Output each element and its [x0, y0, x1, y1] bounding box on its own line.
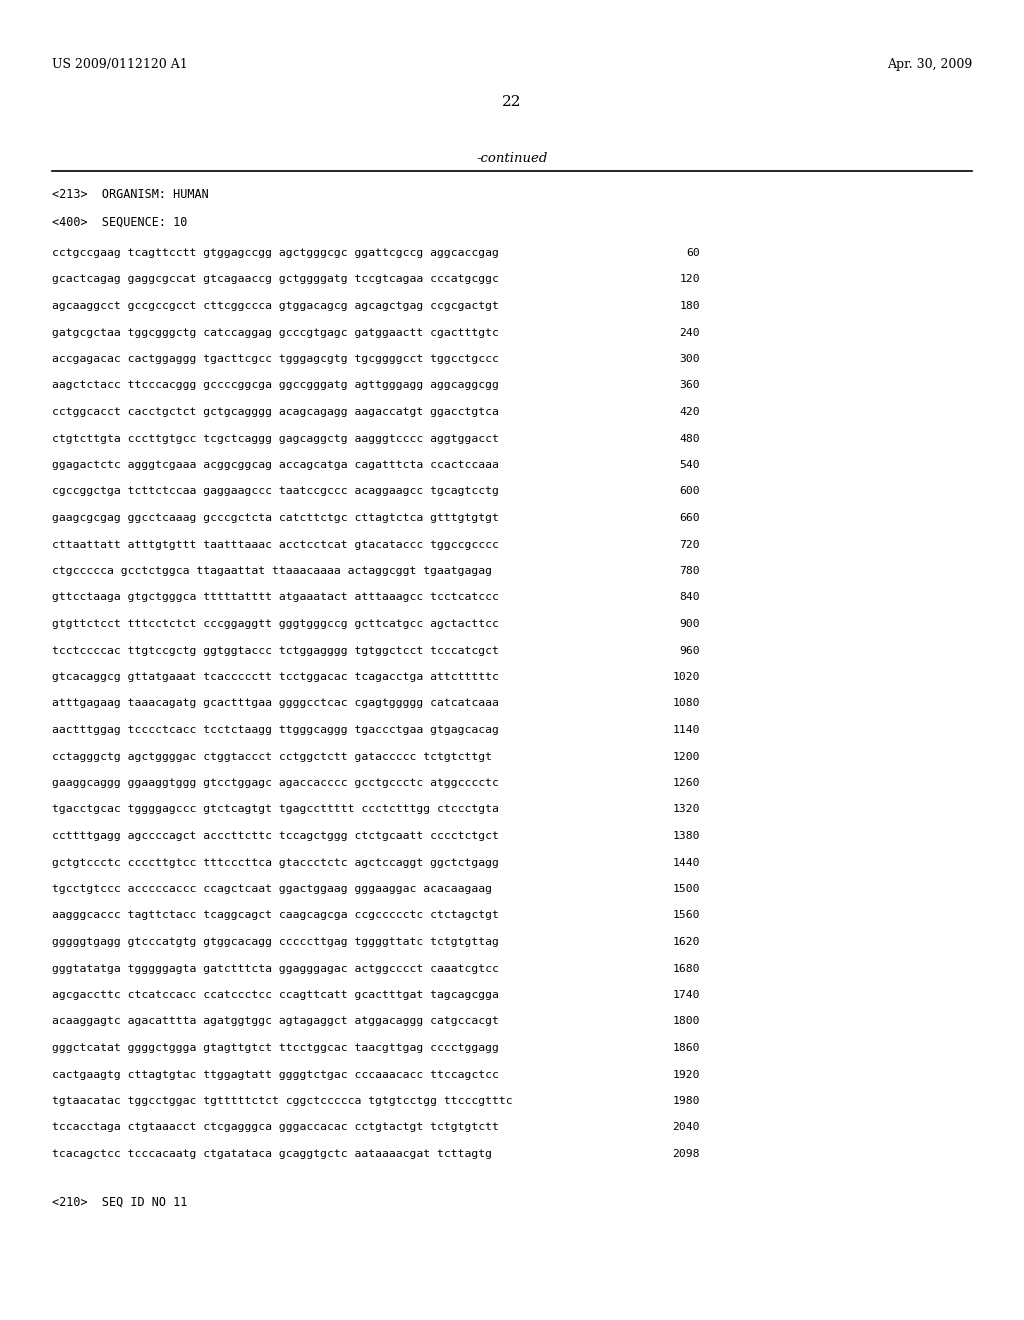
Text: agcgaccttc ctcatccacc ccatccctcc ccagttcatt gcactttgat tagcagcgga: agcgaccttc ctcatccacc ccatccctcc ccagttc… — [52, 990, 499, 1001]
Text: 1620: 1620 — [673, 937, 700, 946]
Text: 840: 840 — [679, 593, 700, 602]
Text: cttaattatt atttgtgttt taatttaaac acctcctcat gtacataccc tggccgcccc: cttaattatt atttgtgttt taatttaaac acctcct… — [52, 540, 499, 549]
Text: 120: 120 — [679, 275, 700, 285]
Text: cctgccgaag tcagttcctt gtggagccgg agctgggcgc ggattcgccg aggcaccgag: cctgccgaag tcagttcctt gtggagccgg agctggg… — [52, 248, 499, 257]
Text: 22: 22 — [502, 95, 522, 110]
Text: aactttggag tcccctcacc tcctctaagg ttgggcaggg tgaccctgaa gtgagcacag: aactttggag tcccctcacc tcctctaagg ttgggca… — [52, 725, 499, 735]
Text: <213>  ORGANISM: HUMAN: <213> ORGANISM: HUMAN — [52, 187, 209, 201]
Text: gctgtccctc ccccttgtcc tttcccttca gtaccctctc agctccaggt ggctctgagg: gctgtccctc ccccttgtcc tttcccttca gtaccct… — [52, 858, 499, 867]
Text: agcaaggcct gccgccgcct cttcggccca gtggacagcg agcagctgag ccgcgactgt: agcaaggcct gccgccgcct cttcggccca gtggaca… — [52, 301, 499, 312]
Text: gggtatatga tgggggagta gatctttcta ggagggagac actggcccct caaatcgtcc: gggtatatga tgggggagta gatctttcta ggaggga… — [52, 964, 499, 974]
Text: 1500: 1500 — [673, 884, 700, 894]
Text: gtgttctcct tttcctctct cccggaggtt gggtgggccg gcttcatgcc agctacttcc: gtgttctcct tttcctctct cccggaggtt gggtggg… — [52, 619, 499, 630]
Text: gatgcgctaa tggcgggctg catccaggag gcccgtgagc gatggaactt cgactttgtc: gatgcgctaa tggcgggctg catccaggag gcccgtg… — [52, 327, 499, 338]
Text: 1380: 1380 — [673, 832, 700, 841]
Text: 1920: 1920 — [673, 1069, 700, 1080]
Text: aagctctacc ttcccacggg gccccggcga ggccgggatg agttgggagg aggcaggcgg: aagctctacc ttcccacggg gccccggcga ggccggg… — [52, 380, 499, 391]
Text: 600: 600 — [679, 487, 700, 496]
Text: 1140: 1140 — [673, 725, 700, 735]
Text: aagggcaccc tagttctacc tcaggcagct caagcagcga ccgccccctc ctctagctgt: aagggcaccc tagttctacc tcaggcagct caagcag… — [52, 911, 499, 920]
Text: cactgaagtg cttagtgtac ttggagtatt ggggtctgac cccaaacacc ttccagctcc: cactgaagtg cttagtgtac ttggagtatt ggggtct… — [52, 1069, 499, 1080]
Text: cctagggctg agctggggac ctggtaccct cctggctctt gataccccc tctgtcttgt: cctagggctg agctggggac ctggtaccct cctggct… — [52, 751, 492, 762]
Text: 780: 780 — [679, 566, 700, 576]
Text: 1560: 1560 — [673, 911, 700, 920]
Text: 1800: 1800 — [673, 1016, 700, 1027]
Text: 1200: 1200 — [673, 751, 700, 762]
Text: ggagactctc agggtcgaaa acggcggcag accagcatga cagatttcta ccactccaaa: ggagactctc agggtcgaaa acggcggcag accagca… — [52, 459, 499, 470]
Text: gggctcatat ggggctggga gtagttgtct ttcctggcac taacgttgag cccctggagg: gggctcatat ggggctggga gtagttgtct ttcctgg… — [52, 1043, 499, 1053]
Text: 2098: 2098 — [673, 1148, 700, 1159]
Text: 1260: 1260 — [673, 777, 700, 788]
Text: 1440: 1440 — [673, 858, 700, 867]
Text: 900: 900 — [679, 619, 700, 630]
Text: tgacctgcac tggggagccc gtctcagtgt tgagccttttt ccctctttgg ctccctgta: tgacctgcac tggggagccc gtctcagtgt tgagcct… — [52, 804, 499, 814]
Text: 720: 720 — [679, 540, 700, 549]
Text: gttcctaaga gtgctgggca tttttatttt atgaaatact atttaaagcc tcctcatccc: gttcctaaga gtgctgggca tttttatttt atgaaat… — [52, 593, 499, 602]
Text: 480: 480 — [679, 433, 700, 444]
Text: ctgccccca gcctctggca ttagaattat ttaaacaaaa actaggcggt tgaatgagag: ctgccccca gcctctggca ttagaattat ttaaacaa… — [52, 566, 492, 576]
Text: -continued: -continued — [476, 152, 548, 165]
Text: <400>  SEQUENCE: 10: <400> SEQUENCE: 10 — [52, 216, 187, 228]
Text: 540: 540 — [679, 459, 700, 470]
Text: 1080: 1080 — [673, 698, 700, 709]
Text: tgtaacatac tggcctggac tgtttttctct cggctccccca tgtgtcctgg ttcccgtttc: tgtaacatac tggcctggac tgtttttctct cggctc… — [52, 1096, 513, 1106]
Text: gaagcgcgag ggcctcaaag gcccgctcta catcttctgc cttagtctca gtttgtgtgt: gaagcgcgag ggcctcaaag gcccgctcta catcttc… — [52, 513, 499, 523]
Text: 60: 60 — [686, 248, 700, 257]
Text: cgccggctga tcttctccaa gaggaagccc taatccgccc acaggaagcc tgcagtcctg: cgccggctga tcttctccaa gaggaagccc taatccg… — [52, 487, 499, 496]
Text: 960: 960 — [679, 645, 700, 656]
Text: atttgagaag taaacagatg gcactttgaa ggggcctcac cgagtggggg catcatcaaa: atttgagaag taaacagatg gcactttgaa ggggcct… — [52, 698, 499, 709]
Text: 2040: 2040 — [673, 1122, 700, 1133]
Text: 660: 660 — [679, 513, 700, 523]
Text: tcctccccac ttgtccgctg ggtggtaccc tctggagggg tgtggctcct tcccatcgct: tcctccccac ttgtccgctg ggtggtaccc tctggag… — [52, 645, 499, 656]
Text: acaaggagtc agacatttta agatggtggc agtagaggct atggacaggg catgccacgt: acaaggagtc agacatttta agatggtggc agtagag… — [52, 1016, 499, 1027]
Text: tccacctaga ctgtaaacct ctcgagggca gggaccacac cctgtactgt tctgtgtctt: tccacctaga ctgtaaacct ctcgagggca gggacca… — [52, 1122, 499, 1133]
Text: ctgtcttgta cccttgtgcc tcgctcaggg gagcaggctg aagggtcccc aggtggacct: ctgtcttgta cccttgtgcc tcgctcaggg gagcagg… — [52, 433, 499, 444]
Text: gtcacaggcg gttatgaaat tcaccccctt tcctggacac tcagacctga attctttttc: gtcacaggcg gttatgaaat tcaccccctt tcctgga… — [52, 672, 499, 682]
Text: 240: 240 — [679, 327, 700, 338]
Text: 420: 420 — [679, 407, 700, 417]
Text: gaaggcaggg ggaaggtggg gtcctggagc agaccacccc gcctgccctc atggcccctc: gaaggcaggg ggaaggtggg gtcctggagc agaccac… — [52, 777, 499, 788]
Text: <210>  SEQ ID NO 11: <210> SEQ ID NO 11 — [52, 1196, 187, 1209]
Text: accgagacac cactggaggg tgacttcgcc tgggagcgtg tgcggggcct tggcctgccc: accgagacac cactggaggg tgacttcgcc tgggagc… — [52, 354, 499, 364]
Text: 180: 180 — [679, 301, 700, 312]
Text: 1980: 1980 — [673, 1096, 700, 1106]
Text: tcacagctcc tcccacaatg ctgatataca gcaggtgctc aataaaacgat tcttagtg: tcacagctcc tcccacaatg ctgatataca gcaggtg… — [52, 1148, 492, 1159]
Text: ccttttgagg agccccagct acccttcttc tccagctggg ctctgcaatt cccctctgct: ccttttgagg agccccagct acccttcttc tccagct… — [52, 832, 499, 841]
Text: 1320: 1320 — [673, 804, 700, 814]
Text: gggggtgagg gtcccatgtg gtggcacagg cccccttgag tggggttatc tctgtgttag: gggggtgagg gtcccatgtg gtggcacagg ccccctt… — [52, 937, 499, 946]
Text: tgcctgtccc acccccaccc ccagctcaat ggactggaag gggaaggac acacaagaag: tgcctgtccc acccccaccc ccagctcaat ggactgg… — [52, 884, 492, 894]
Text: 1740: 1740 — [673, 990, 700, 1001]
Text: 1020: 1020 — [673, 672, 700, 682]
Text: Apr. 30, 2009: Apr. 30, 2009 — [887, 58, 972, 71]
Text: 1680: 1680 — [673, 964, 700, 974]
Text: 1860: 1860 — [673, 1043, 700, 1053]
Text: US 2009/0112120 A1: US 2009/0112120 A1 — [52, 58, 187, 71]
Text: 360: 360 — [679, 380, 700, 391]
Text: gcactcagag gaggcgccat gtcagaaccg gctggggatg tccgtcagaa cccatgcggc: gcactcagag gaggcgccat gtcagaaccg gctgggg… — [52, 275, 499, 285]
Text: 300: 300 — [679, 354, 700, 364]
Text: cctggcacct cacctgctct gctgcagggg acagcagagg aagaccatgt ggacctgtca: cctggcacct cacctgctct gctgcagggg acagcag… — [52, 407, 499, 417]
